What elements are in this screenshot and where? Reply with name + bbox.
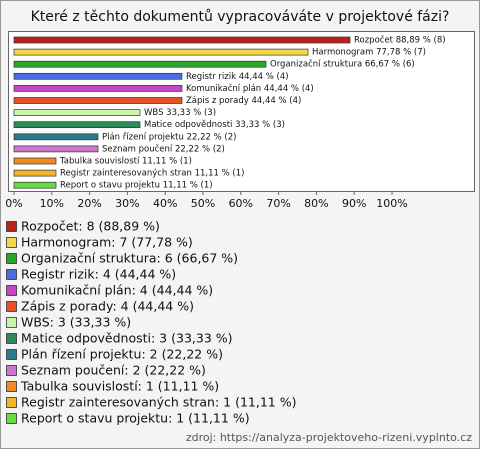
bar xyxy=(13,85,183,92)
legend-label: Tabulka souvislostí: 1 (11,11 %) xyxy=(20,379,219,394)
legend-swatch xyxy=(6,253,17,264)
bar xyxy=(13,133,99,141)
data-label: Zápis z porady 44,44 % (4) xyxy=(186,96,301,106)
legend-swatch xyxy=(6,381,17,392)
legend-swatch xyxy=(6,349,17,360)
x-tick-label: 70% xyxy=(266,197,290,210)
chart-title: Které z těchto dokumentů vypracováváte v… xyxy=(31,9,450,25)
data-label: Plán řízení projektu 22,22 % (2) xyxy=(102,132,236,142)
x-tick-label: 80% xyxy=(304,197,328,210)
legend-swatch xyxy=(6,285,17,296)
x-tick-label: 40% xyxy=(153,197,177,210)
bar xyxy=(13,60,267,68)
data-label: Rozpočet 88,89 % (8) xyxy=(354,35,446,46)
x-tick-label: 90% xyxy=(342,197,366,210)
legend-label: Report o stavu projektu: 1 (11,11 %) xyxy=(21,411,250,426)
legend-label: Organizační struktura: 6 (66,67 %) xyxy=(21,251,238,266)
legend-label: Matice odpovědnosti: 3 (33,33 %) xyxy=(21,331,233,346)
data-label: Matice odpovědnosti 33,33 % (3) xyxy=(144,120,285,130)
legend-swatch xyxy=(6,317,17,328)
x-tick-label: 60% xyxy=(229,197,253,210)
data-label: Report o stavu projektu 11,11 % (1) xyxy=(60,181,213,191)
bar xyxy=(13,121,141,129)
x-tick-label: 30% xyxy=(115,197,139,210)
bar xyxy=(13,109,141,116)
bar xyxy=(13,72,183,80)
bar xyxy=(13,145,99,153)
legend-swatch xyxy=(6,237,17,248)
legend-swatch xyxy=(6,413,17,424)
legend-label: Harmonogram: 7 (77,78 %) xyxy=(21,235,193,250)
legend-label: Registr zainteresovaných stran: 1 (11,11… xyxy=(21,395,296,410)
x-tick-label: 0% xyxy=(5,197,22,210)
legend-swatch xyxy=(6,365,17,376)
legend-label: Zápis z porady: 4 (44,44 %) xyxy=(21,299,194,314)
data-label: Komunikační plán 44,44 % (4) xyxy=(186,83,314,94)
data-label: Tabulka souvislostí 11,11 % (1) xyxy=(59,157,192,167)
data-label: Organizační struktura 66,67 % (6) xyxy=(270,59,415,70)
bar xyxy=(13,48,309,56)
legend-swatch xyxy=(6,301,17,312)
data-label: Seznam poučení 22,22 % (2) xyxy=(102,143,225,154)
legend-label: Plán řízení projektu: 2 (22,22 %) xyxy=(21,347,223,362)
legend-label: WBS: 3 (33,33 %) xyxy=(21,315,131,330)
legend-swatch xyxy=(6,397,17,408)
legend-swatch xyxy=(6,269,17,280)
x-tick-label: 20% xyxy=(77,197,101,210)
data-label: Harmonogram 77,78 % (7) xyxy=(312,48,426,58)
bar xyxy=(13,97,183,104)
legend-swatch xyxy=(6,333,17,344)
bar xyxy=(13,36,351,44)
data-label: Registr rizik 44,44 % (4) xyxy=(186,72,289,82)
legend-label: Rozpočet: 8 (88,89 %) xyxy=(21,219,160,234)
bar xyxy=(13,169,57,177)
bar xyxy=(13,157,57,165)
source: zdroj: https://analyza-projektoveho-rize… xyxy=(186,431,472,444)
legend-label: Registr rizik: 4 (44,44 %) xyxy=(21,267,176,282)
legend-swatch xyxy=(6,221,17,232)
legend-label: Seznam poučení: 2 (22,22 %) xyxy=(21,363,206,378)
bar xyxy=(13,181,57,189)
x-tick-label: 50% xyxy=(191,197,215,210)
legend-label: Komunikační plán: 4 (44,44 %) xyxy=(21,283,213,298)
data-label: WBS 33,33 % (3) xyxy=(144,108,216,118)
x-tick-label: 10% xyxy=(40,197,64,210)
x-tick-label: 100% xyxy=(376,197,407,210)
data-label: Registr zainteresovaných stran 11,11 % (… xyxy=(60,169,244,179)
